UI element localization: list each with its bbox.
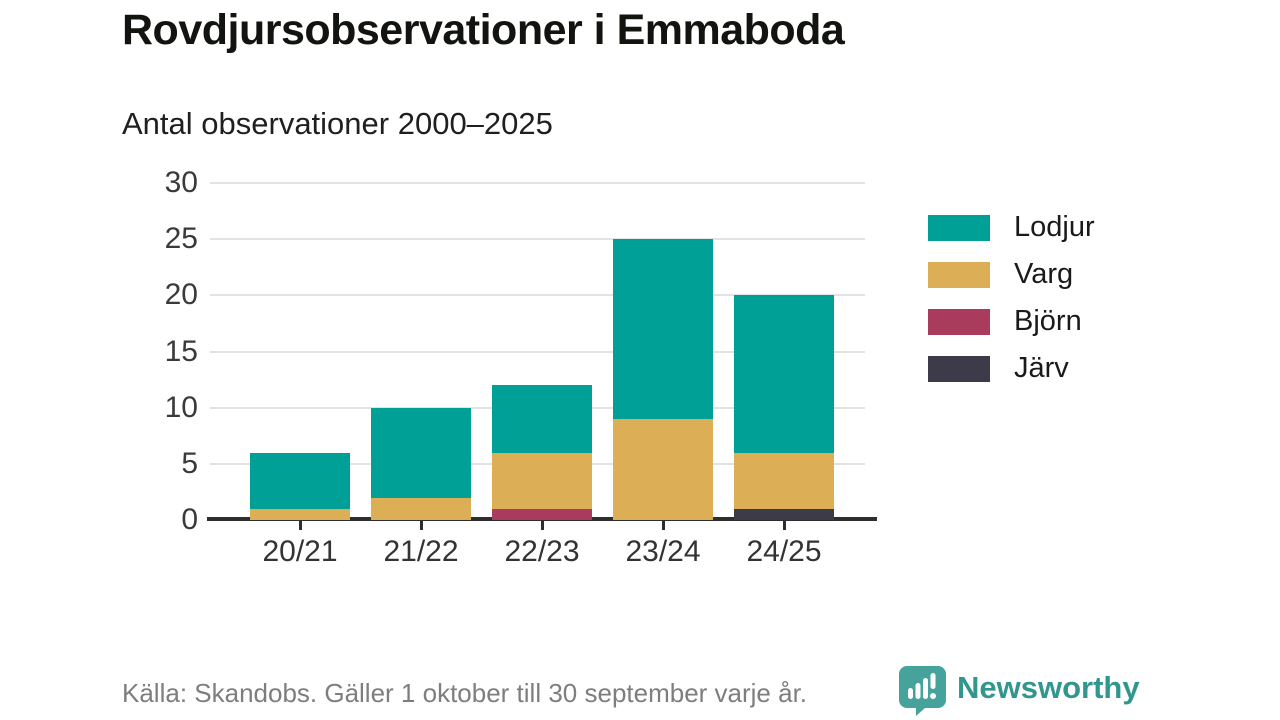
x-tick-24-25 [782, 521, 786, 530]
bar-segment-varg-21-22 [371, 497, 471, 520]
bar-segment-lodjur-24-25 [734, 295, 834, 453]
legend-swatch-järv [928, 355, 990, 382]
bar-segment-järv-24-25 [734, 508, 834, 520]
bar-segment-varg-22-23 [492, 452, 592, 509]
x-tick-label-24-25: 24/25 [746, 535, 822, 568]
y-tick-label-25: 25 [164, 222, 198, 256]
gridline-30 [210, 182, 865, 184]
x-tick-22-23 [540, 521, 544, 530]
y-axis: 0 5 10 15 20 25 30 [120, 167, 198, 543]
legend-item-lodjur: Lodjur [928, 211, 1095, 243]
legend-swatch-varg [928, 261, 990, 288]
newsworthy-logo[interactable]: Newsworthy [898, 665, 1140, 717]
y-tick-label-30: 30 [164, 166, 198, 199]
newsworthy-icon [899, 666, 946, 716]
legend-item-järv: Järv [928, 352, 1095, 384]
bar-segment-varg-24-25 [734, 452, 834, 509]
legend-label-björn: Björn [1014, 305, 1082, 337]
gridline-20 [210, 294, 865, 297]
gridline-25 [210, 238, 865, 241]
newsworthy-wordmark: Newsworthy [957, 670, 1140, 705]
x-tick-label-23-24: 23/24 [625, 535, 701, 568]
legend-label-järv: Järv [1014, 352, 1069, 384]
legend-swatch-lodjur [928, 214, 990, 241]
bar-stack-22-23 [492, 385, 592, 520]
y-tick-label-15: 15 [164, 334, 198, 368]
plot-area: 20/21 21/22 22/23 23/24 24/25 [207, 182, 877, 568]
bar-segment-varg-23-24 [613, 418, 713, 520]
bar-stack-24-25 [734, 295, 834, 520]
legend-item-varg: Varg [928, 258, 1095, 290]
chart-subtitle: Antal observationer 2000–2025 [122, 106, 553, 141]
x-tick-20-21 [298, 521, 302, 530]
y-tick-label-20: 20 [164, 278, 198, 312]
bar-stack-21-22 [371, 407, 471, 520]
bar-segment-lodjur-23-24 [613, 239, 713, 419]
bar-segment-lodjur-21-22 [371, 407, 471, 498]
x-tick-label-20-21: 20/21 [262, 535, 338, 568]
legend-label-varg: Varg [1014, 258, 1074, 290]
chart-title: Rovdjursobservationer i Emmaboda [122, 6, 845, 54]
y-tick-label-0: 0 [181, 503, 198, 536]
legend-item-björn: Björn [928, 305, 1095, 337]
x-tick-label-22-23: 22/23 [504, 535, 580, 568]
x-tick-21-22 [419, 521, 423, 530]
bar-segment-varg-20-21 [250, 508, 350, 520]
gridline-15 [210, 350, 865, 353]
y-tick-label-5: 5 [181, 446, 198, 480]
x-tick-23-24 [661, 521, 665, 530]
y-tick-label-10: 10 [164, 390, 198, 424]
source-note: Källa: Skandobs. Gäller 1 oktober till 3… [122, 678, 808, 708]
legend: Lodjur Varg Björn Järv [928, 211, 1095, 402]
legend-label-lodjur: Lodjur [1014, 211, 1095, 243]
legend-swatch-björn [928, 308, 990, 335]
bar-stack-23-24 [613, 239, 713, 520]
bar-segment-björn-22-23 [492, 508, 592, 520]
bar-segment-lodjur-22-23 [492, 385, 592, 453]
x-tick-label-21-22: 21/22 [383, 535, 459, 568]
bar-stack-20-21 [250, 452, 350, 520]
bar-segment-lodjur-20-21 [250, 452, 350, 509]
